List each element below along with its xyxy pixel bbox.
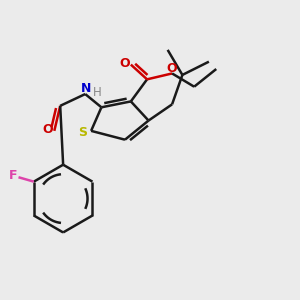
Text: O: O [119,57,130,70]
Text: F: F [9,169,17,182]
Text: O: O [43,124,53,136]
Text: O: O [167,61,177,75]
Text: N: N [81,82,91,95]
Text: S: S [78,126,87,139]
Text: H: H [93,86,102,99]
